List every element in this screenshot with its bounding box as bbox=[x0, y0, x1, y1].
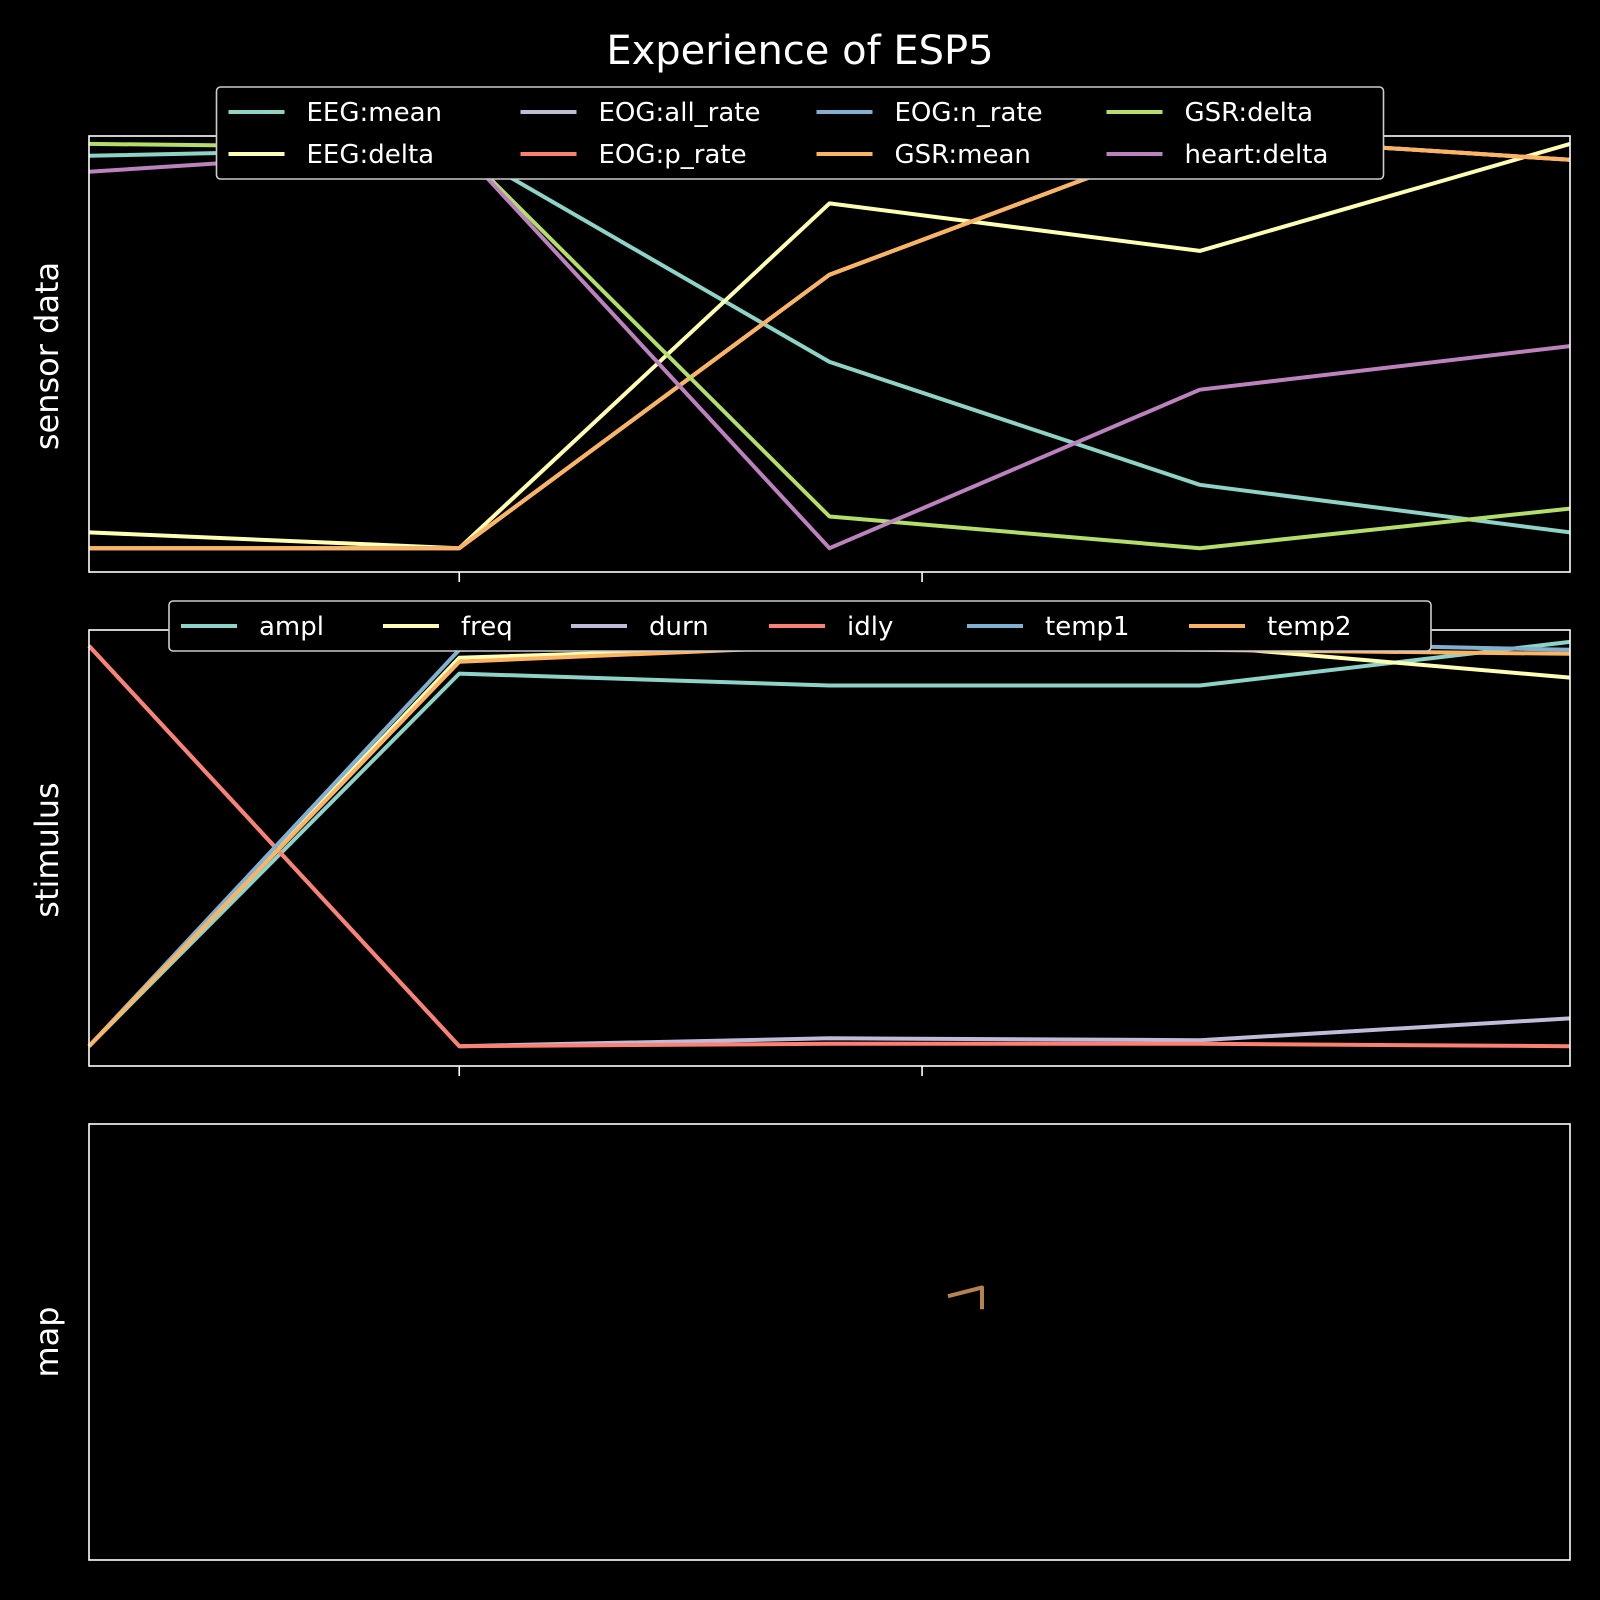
sensor-data-series-eeg-delta bbox=[88, 141, 1571, 551]
stimulus-legend-label-temp1: temp1 bbox=[1045, 612, 1130, 642]
sensor-data-legend-label-eog-all-rate: EOG:all_rate bbox=[599, 98, 761, 128]
stimulus-series-idly bbox=[87, 644, 1571, 1049]
sensor-data-legend-box bbox=[215, 86, 1385, 180]
sensor-data-legend-label-eog-n-rate: EOG:n_rate bbox=[895, 98, 1043, 128]
map-panel: map bbox=[28, 1123, 1571, 1561]
sensor-data-ylabel: sensor data bbox=[28, 262, 66, 450]
map-plot-area bbox=[947, 1285, 984, 1310]
map-axes-frame bbox=[88, 1123, 1571, 1561]
sensor-data-panel: sensor data EEG:mean EEG:delta EOG:all_rat… bbox=[28, 86, 1571, 582]
sensor-data-legend-label-heart-delta: heart:delta bbox=[1185, 140, 1329, 170]
stimulus-legend-label-idly: idly bbox=[847, 612, 893, 642]
sensor-data-legend-label-eeg-mean: EEG:mean bbox=[307, 98, 443, 128]
stimulus-xticks bbox=[458, 1066, 923, 1076]
map-ylabel: map bbox=[28, 1306, 66, 1377]
stimulus-legend-label-ampl: ampl bbox=[259, 612, 324, 642]
sensor-data-legend: EEG:mean EEG:delta EOG:all_rate EOG:p_rate E… bbox=[215, 86, 1385, 180]
stimulus-legend-label-freq: freq bbox=[461, 612, 513, 642]
sensor-data-legend-label-eog-p-rate: EOG:p_rate bbox=[599, 140, 747, 170]
sensor-data-legend-label-eeg-delta: EEG:delta bbox=[307, 140, 435, 170]
stimulus-legend-label-durn: durn bbox=[649, 612, 709, 642]
sensor-data-legend-label-gsr-delta: GSR:delta bbox=[1185, 98, 1314, 128]
stimulus-series-ampl bbox=[87, 639, 1571, 1048]
figure-title: Experience of ESP5 bbox=[606, 28, 993, 74]
sensor-data-legend-label-gsr-mean: GSR:mean bbox=[895, 140, 1031, 170]
stimulus-panel: stimulus ampl freq durn idly temp1 temp2 bbox=[28, 600, 1571, 1076]
stimulus-legend: ampl freq durn idly temp1 temp2 bbox=[168, 600, 1432, 652]
map-series-mark-0 bbox=[947, 1285, 984, 1310]
stimulus-legend-label-temp2: temp2 bbox=[1267, 612, 1352, 642]
stimulus-ylabel: stimulus bbox=[28, 782, 66, 917]
sensor-data-xticks bbox=[458, 572, 923, 582]
